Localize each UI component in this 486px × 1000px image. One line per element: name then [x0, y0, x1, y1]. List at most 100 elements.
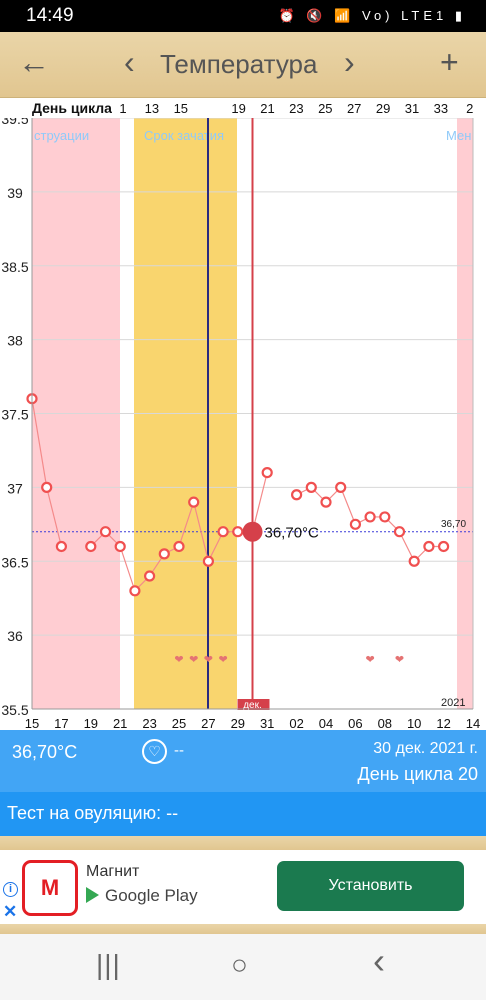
- fertile-band-label: Срок зачатия: [144, 128, 224, 143]
- date-tick: 17: [54, 716, 68, 730]
- install-button[interactable]: Установить: [277, 861, 464, 911]
- y-tick-label: 37.5: [1, 407, 28, 423]
- date-tick: 08: [378, 716, 392, 730]
- status-time: 14:49: [26, 5, 74, 26]
- temperature-point: [217, 526, 229, 538]
- y-tick-label: 38: [7, 333, 23, 349]
- ad-close-icon[interactable]: ✕: [3, 902, 18, 921]
- y-tick-label: 38.5: [1, 259, 28, 275]
- next-period-icon[interactable]: ›: [344, 44, 355, 80]
- temperature-point: [305, 481, 317, 493]
- add-icon[interactable]: +: [440, 44, 459, 80]
- cycle-header-label: День цикла: [32, 100, 112, 116]
- temperature-point: [393, 526, 406, 538]
- date-tick: 04: [319, 716, 333, 730]
- temperature-point: [379, 511, 391, 523]
- heart-icon: ❤: [365, 654, 374, 666]
- temperature-point: [408, 555, 420, 567]
- month-label: дек.: [243, 700, 262, 711]
- cycle-day-tick: 1: [119, 101, 126, 116]
- prev-period-icon[interactable]: ‹: [124, 44, 135, 80]
- temperature-point: [41, 481, 53, 493]
- temperature-point: [129, 585, 141, 597]
- heart-icon[interactable]: ♡: [142, 739, 167, 764]
- cycle-day-tick: 21: [260, 101, 274, 116]
- date-tick: 14: [466, 716, 480, 730]
- date-tick: 02: [289, 716, 303, 730]
- cycle-header-background: [0, 98, 486, 118]
- cycle-day-tick: 33: [434, 101, 448, 116]
- cycle-day-tick: 31: [405, 101, 419, 116]
- heart-icon: ❤: [395, 654, 404, 666]
- temperature-point: [335, 481, 347, 493]
- cycle-day-tick: 15: [174, 101, 188, 116]
- cycle-day-tick: 19: [231, 101, 245, 116]
- status-bar: 14:49 ⏰ 🔇 📶 Vo) LTE1 ▮: [0, 0, 486, 32]
- date-tick: 29: [231, 716, 245, 730]
- selected-temperature-label: 36,70°C: [265, 525, 320, 542]
- ad-store-label: Google Play: [105, 886, 198, 905]
- temperature-point: [438, 540, 450, 553]
- back-arrow-icon[interactable]: ←: [18, 44, 50, 80]
- date-tick: 12: [436, 716, 450, 730]
- temperature-point: [320, 496, 332, 508]
- cycle-day-tick: 29: [376, 101, 390, 116]
- app-bar: ← ‹ Температура › +: [0, 32, 486, 98]
- date-tick: 27: [201, 716, 215, 730]
- home-icon[interactable]: ○: [231, 949, 248, 980]
- ad-store: Google Play: [86, 886, 198, 906]
- heart-icon: ❤: [218, 654, 227, 666]
- date-tick: 19: [84, 716, 98, 730]
- temperature-point: [158, 548, 170, 560]
- temperature-point: [291, 489, 303, 501]
- wood-divider-bottom: [0, 924, 486, 934]
- heart-value: --: [174, 742, 184, 759]
- temperature-info-bar: 36,70°C ♡ -- 30 дек. 2021 г. День цикла …: [0, 730, 486, 792]
- ad-info-icon[interactable]: i: [3, 882, 18, 897]
- temperature-series: 36,70°C: [26, 393, 450, 597]
- temperature-point: [99, 526, 112, 538]
- menstruation-band-label: струации: [34, 128, 89, 143]
- date-tick: 21: [113, 716, 127, 730]
- temperature-point: [202, 555, 214, 567]
- month-label-badge: [237, 699, 270, 710]
- wood-divider: [0, 836, 486, 850]
- temperature-point: [114, 540, 126, 553]
- temperature-point: [364, 511, 376, 523]
- ovulation-test-label: Тест на овуляцию: --: [7, 803, 179, 823]
- next-menstruation-label: Мен: [446, 128, 471, 143]
- cycle-day-label: День цикла 20: [357, 764, 479, 784]
- ad-app-name: Магнит: [86, 863, 140, 880]
- google-play-icon: [86, 887, 99, 903]
- temperature-value: 36,70°C: [12, 742, 78, 762]
- temperature-point: [349, 518, 361, 530]
- year-label: 2021: [441, 697, 465, 709]
- cycle-day-tick: 2: [466, 101, 473, 116]
- temperature-point: [232, 526, 244, 538]
- cycle-day-tick: 23: [289, 101, 303, 116]
- date-tick: 06: [348, 716, 362, 730]
- recents-icon[interactable]: |||: [96, 949, 121, 980]
- ad-banner[interactable]: i ✕ М Магнит Google Play Установить: [0, 850, 486, 924]
- temperature-point: [173, 540, 185, 553]
- heart-icon: ❤: [174, 654, 183, 666]
- cycle-day-tick: 13: [145, 101, 159, 116]
- heart-icon: ❤: [204, 654, 213, 666]
- y-tick-label: 35.5: [1, 702, 28, 718]
- band-labels: струации Срок зачатия Мен: [34, 128, 471, 143]
- ovulation-test-bar[interactable]: Тест на овуляцию: --: [0, 792, 486, 836]
- heart-markers: ❤ ❤ ❤ ❤ ❤ ❤: [174, 654, 404, 666]
- cycle-day-tick: 27: [347, 101, 361, 116]
- y-tick-label: 36: [7, 628, 23, 644]
- y-tick-label: 39: [7, 185, 23, 201]
- y-tick-label: 37: [7, 480, 23, 496]
- status-icons: ⏰ 🔇 📶 Vo) LTE1 ▮: [278, 8, 466, 23]
- selected-date: 30 дек. 2021 г.: [373, 740, 478, 757]
- temperature-point: [85, 540, 97, 553]
- nav-back-icon[interactable]: ‹: [373, 940, 385, 981]
- selected-temperature-point: [242, 521, 263, 542]
- magnit-logo-icon: М: [22, 860, 78, 916]
- heart-icon: ❤: [189, 654, 198, 666]
